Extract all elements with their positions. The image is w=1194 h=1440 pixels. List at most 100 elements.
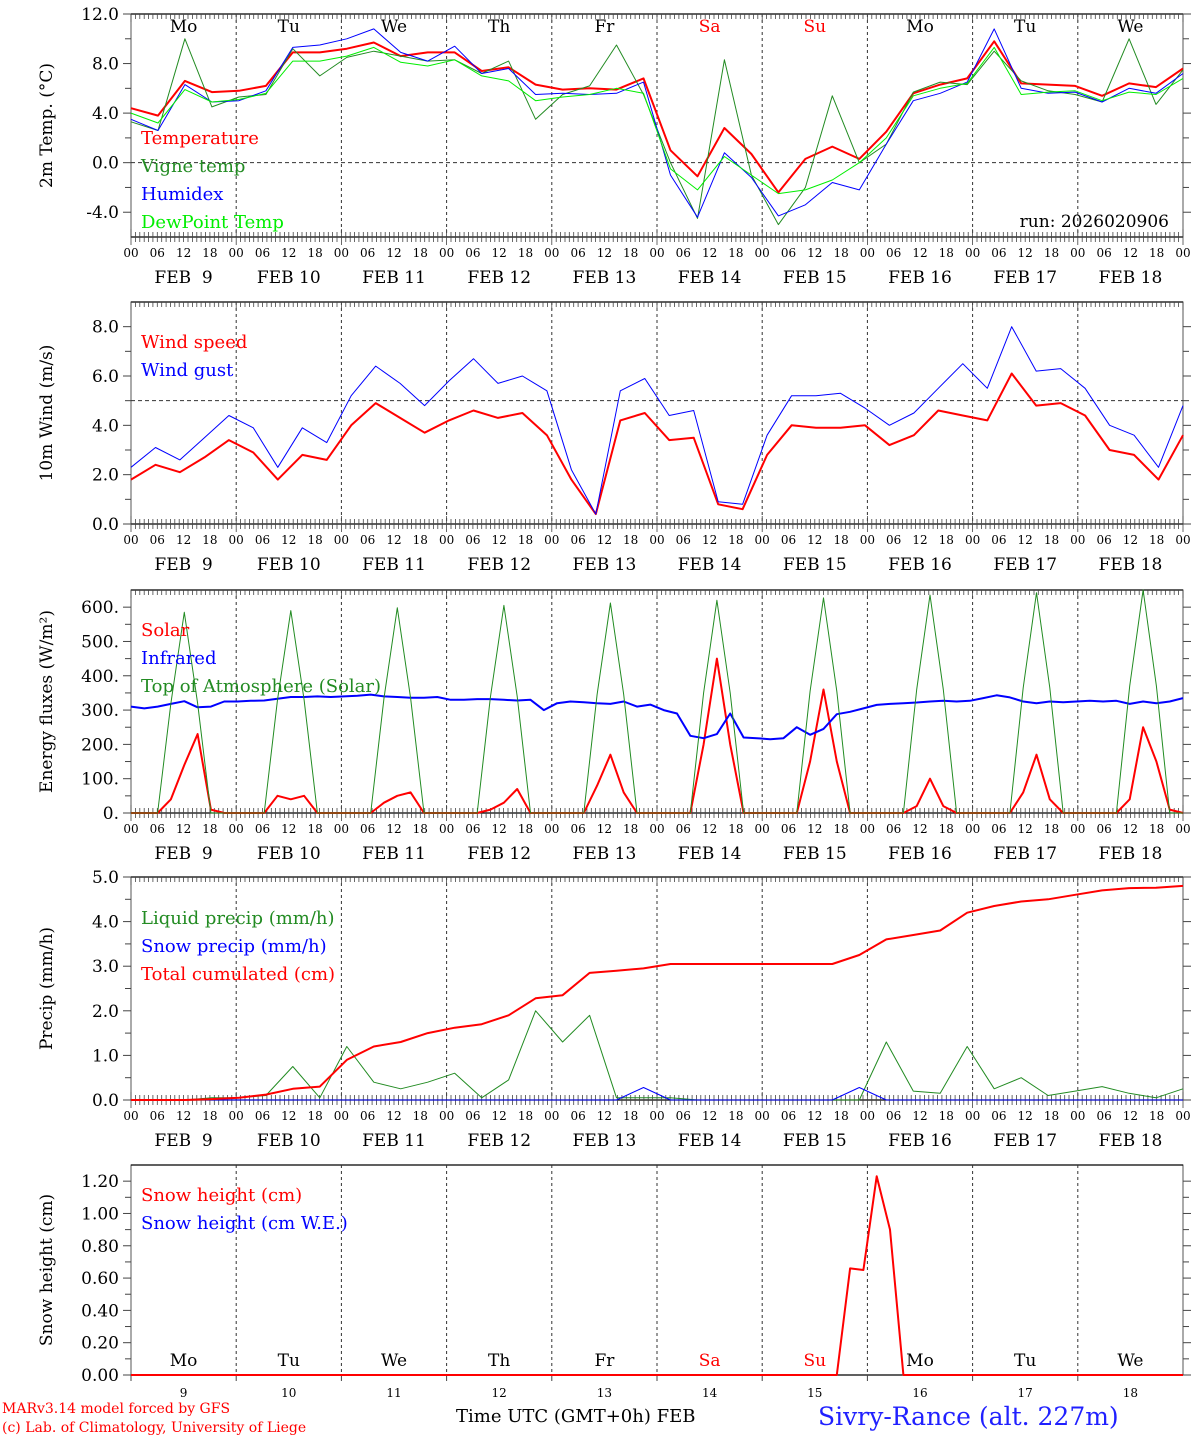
date-label: FEB 10 — [257, 268, 321, 288]
hour-ticks — [130, 14, 1184, 237]
series-line-top-of-atmosphere-solar — [131, 589, 1183, 814]
hour-tick-label: 18 — [518, 1109, 533, 1123]
hour-tick-label: 06 — [781, 246, 796, 260]
weekday-label: Fr — [594, 1351, 615, 1371]
series-line-snow-precip-mm-h — [131, 1087, 1183, 1101]
hour-tick-label: 00 — [649, 246, 664, 260]
day-number-label: 17 — [1018, 1386, 1033, 1400]
hour-tick-label: 12 — [702, 822, 717, 836]
date-label: FEB 15 — [783, 1131, 847, 1151]
hour-tick-label: 00 — [123, 533, 138, 547]
hour-tick-label: 00 — [965, 822, 980, 836]
y-tick-label: 0.60 — [81, 1269, 119, 1289]
hour-tick-label: 12 — [597, 822, 612, 836]
y-tick-label: 400. — [81, 667, 119, 687]
date-label: FEB 15 — [783, 268, 847, 288]
hour-tick-label: 06 — [360, 822, 375, 836]
hour-tick-label: 18 — [518, 533, 533, 547]
y-tick-label: 6.0 — [92, 367, 119, 387]
y-axis-label: 10m Wind (m/s) — [37, 345, 57, 482]
hour-tick-label: 18 — [1044, 822, 1059, 836]
series-line-dewpoint-temp — [130, 46, 1184, 195]
hour-tick-label: 06 — [465, 822, 480, 836]
hour-tick-label: 12 — [492, 822, 507, 836]
hour-tick-label: 00 — [1070, 246, 1085, 260]
y-tick-label: 600. — [81, 598, 119, 618]
plot-frame — [130, 13, 1184, 238]
hour-tick-label: 12 — [1123, 1109, 1138, 1123]
weekday-label: We — [381, 17, 407, 37]
weekday-label: Mo — [906, 1351, 934, 1371]
hour-tick-label: 12 — [1018, 246, 1033, 260]
date-label: FEB 13 — [573, 555, 637, 575]
day-number-label: 13 — [597, 1386, 612, 1400]
hour-tick-label: 00 — [544, 822, 559, 836]
hour-tick-label: 00 — [965, 533, 980, 547]
day-number-label: 15 — [807, 1386, 822, 1400]
hour-tick-label: 06 — [991, 246, 1006, 260]
weekday-label: Tu — [1014, 17, 1036, 37]
weekday-label: Su — [803, 17, 826, 37]
hour-tick-label: 12 — [492, 246, 507, 260]
y-tick-label: 0.80 — [81, 1237, 119, 1257]
legend-entry: Infrared — [141, 648, 216, 669]
hour-tick-label: 18 — [939, 822, 954, 836]
hour-tick-label: 18 — [1149, 246, 1164, 260]
panel-3: 600. 500. 400. 300. 200. 100. 0. Energy fluxes … — [37, 589, 1191, 864]
hour-tick-label: 18 — [202, 533, 217, 547]
date-label: FEB 11 — [362, 268, 426, 288]
legend-entry: Wind gust — [141, 360, 234, 381]
hour-tick-label: 12 — [702, 1109, 717, 1123]
hour-tick-label: 18 — [307, 533, 322, 547]
weekday-label: We — [1117, 1351, 1143, 1371]
hour-tick-label: 06 — [570, 246, 585, 260]
series-line-snow-height-cm — [131, 1175, 1183, 1376]
y-tick-label: 4.0 — [92, 913, 119, 933]
hour-tick-label: 18 — [1044, 246, 1059, 260]
y-tick-label: 0.00 — [81, 1366, 119, 1386]
hour-tick-label: 18 — [413, 533, 428, 547]
weekday-label: Mo — [170, 1351, 198, 1371]
hour-tick-label: 06 — [1096, 1109, 1111, 1123]
hour-tick-label: 18 — [623, 533, 638, 547]
y-tick-label: 0.0 — [92, 154, 119, 174]
date-label: FEB 15 — [783, 844, 847, 864]
y-tick-label: 500. — [81, 632, 119, 652]
y-tick-label: 1.0 — [92, 1046, 119, 1066]
credit-line-2: (c) Lab. of Climatology, University of L… — [2, 1420, 307, 1436]
y-tick-label: 200. — [81, 735, 119, 755]
date-label: FEB 11 — [362, 555, 426, 575]
hour-tick-label: 06 — [1096, 246, 1111, 260]
y-axis-label: Snow height (cm) — [37, 1194, 57, 1346]
hour-tick-label: 00 — [1175, 246, 1190, 260]
y-tick-label: 0.0 — [92, 515, 119, 535]
hour-tick-label: 00 — [439, 246, 454, 260]
hour-tick-label: 00 — [649, 533, 664, 547]
hour-tick-label: 18 — [728, 533, 743, 547]
date-label: FEB 11 — [362, 844, 426, 864]
hour-tick-label: 00 — [544, 246, 559, 260]
hour-tick-label: 00 — [1070, 822, 1085, 836]
hour-tick-label: 06 — [1096, 533, 1111, 547]
hour-tick-label: 06 — [150, 246, 165, 260]
day-number-label: 10 — [281, 1386, 296, 1400]
hour-tick-label: 18 — [623, 246, 638, 260]
y-tick-label: 12.0 — [81, 5, 119, 25]
y-tick-label: 1.20 — [81, 1172, 119, 1192]
hour-tick-label: 18 — [413, 1109, 428, 1123]
hour-tick-label: 18 — [202, 246, 217, 260]
y-tick-label: 0.20 — [81, 1334, 119, 1354]
hour-tick-label: 06 — [886, 822, 901, 836]
hour-tick-label: 12 — [281, 533, 296, 547]
y-tick-label: 100. — [81, 770, 119, 790]
legend-entry: Wind speed — [141, 332, 247, 353]
hour-tick-label: 06 — [1096, 822, 1111, 836]
hour-tick-label: 12 — [702, 246, 717, 260]
y-tick-label: 4.0 — [92, 104, 119, 124]
y-tick-label: 0. — [103, 804, 119, 824]
hour-tick-label: 12 — [702, 533, 717, 547]
hour-tick-label: 12 — [597, 1109, 612, 1123]
date-label: FEB 14 — [678, 844, 742, 864]
date-label: FEB 10 — [257, 844, 321, 864]
